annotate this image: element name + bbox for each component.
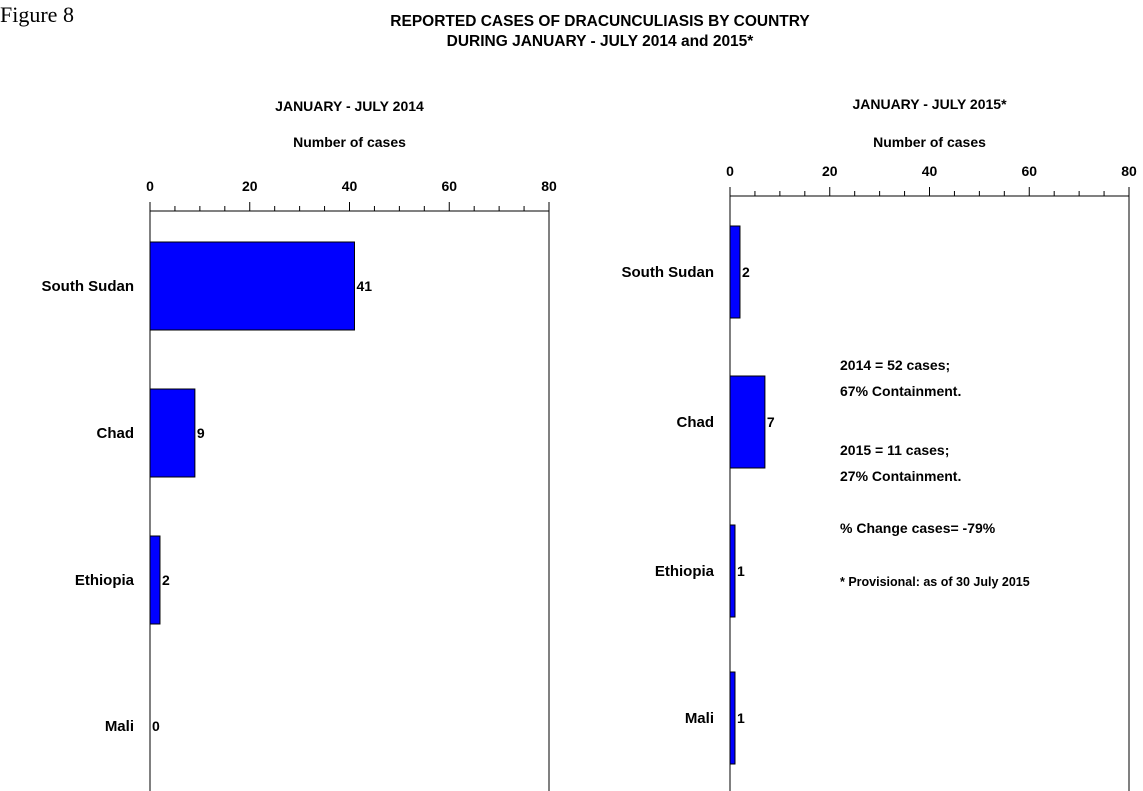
chart-2-value-label-ethiopia: 1 [737,563,745,579]
chart-2-subtitle: JANUARY - JULY 2015* [852,96,1007,112]
chart-1-category-label-chad: Chad [97,425,135,442]
annotation-line-2: 67% Containment. [840,383,961,399]
annotation-line-3: 2015 = 11 cases; [840,442,949,458]
chart-2-bar-mali [729,671,736,765]
chart-2-tick-label-40: 40 [922,163,938,179]
chart-2-bar-south-sudan [729,225,741,319]
chart-2-value-label-chad: 7 [767,414,775,430]
chart-2-category-label-chad: Chad [677,414,715,431]
chart-2-bar-ethiopia [729,524,736,618]
chart-1-tick-label-40: 40 [342,178,358,194]
chart-2-bar-chad [729,375,766,469]
chart-2-value-label-mali: 1 [737,710,745,726]
chart-2-tick-label-0: 0 [726,163,734,179]
chart-2-tick-label-80: 80 [1121,163,1137,179]
chart-1-tick-label-60: 60 [441,178,457,194]
chart-1-bar-chad [149,388,196,478]
annotation-line-5: % Change cases= -79% [840,520,996,536]
chart-2-category-label-ethiopia: Ethiopia [655,563,715,580]
chart-1-bar-ethiopia [149,535,161,625]
chart-1-tick-label-80: 80 [541,178,557,194]
chart-1-value-label-chad: 9 [197,425,205,441]
chart-1-category-label-south-sudan: South Sudan [42,278,135,295]
chart-2-category-label-mali: Mali [685,710,714,727]
chart-1-x-axis-label: Number of cases [293,134,406,150]
chart-1-category-label-mali: Mali [105,718,134,735]
chart-1-category-label-ethiopia: Ethiopia [75,572,135,589]
chart-1-tick-label-20: 20 [242,178,258,194]
chart-2-tick-label-20: 20 [822,163,838,179]
chart-1-bar-south-sudan [149,241,355,331]
annotation-line-4: 27% Containment. [840,468,961,484]
chart-1-tick-label-0: 0 [146,178,154,194]
chart-1-value-label-mali: 0 [152,718,160,734]
chart-2-x-axis-label: Number of cases [873,134,986,150]
chart-2-tick-label-60: 60 [1021,163,1037,179]
annotation-line-6: * Provisional: as of 30 July 2015 [840,575,1030,589]
chart-title-line-1: REPORTED CASES OF DRACUNCULIASIS BY COUN… [390,13,810,30]
chart-2-category-label-south-sudan: South Sudan [622,264,715,281]
chart-title-line-2: DURING JANUARY - JULY 2014 and 2015* [446,33,754,50]
annotation-line-1: 2014 = 52 cases; [840,357,950,373]
chart-1-value-label-ethiopia: 2 [162,572,170,588]
chart-2-value-label-south-sudan: 2 [742,264,750,280]
chart-1-value-label-south-sudan: 41 [356,278,372,294]
figure-label: Figure 8 [0,2,74,27]
chart-1-subtitle: JANUARY - JULY 2014 [275,98,424,114]
